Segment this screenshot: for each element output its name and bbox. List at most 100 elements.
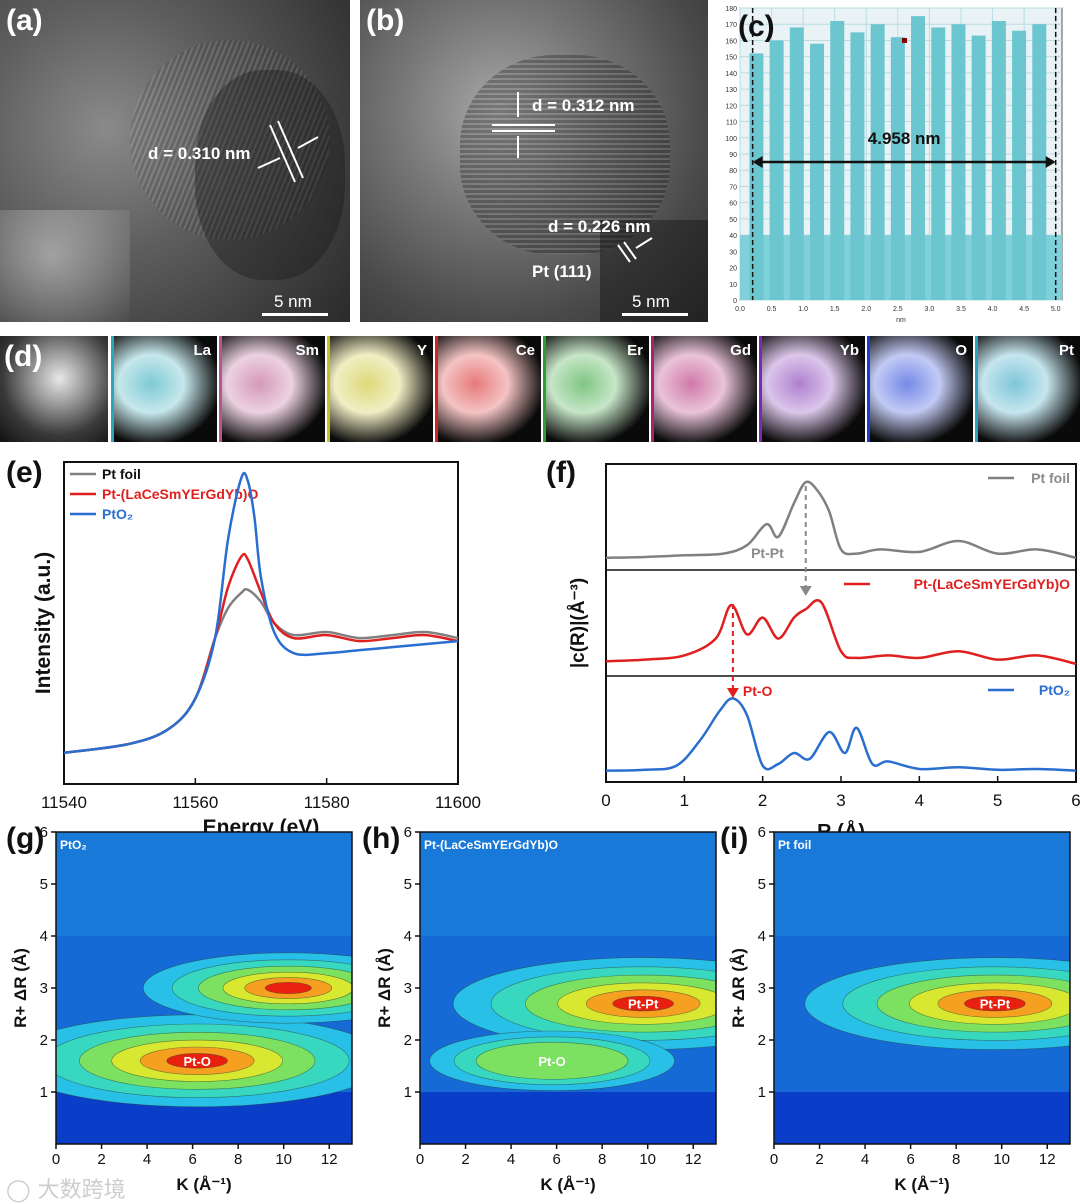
x-tick-label: 3.0 [925,306,935,313]
x-tick-label: 3 [836,791,845,810]
map-element-label: Pt [1059,342,1074,359]
y-tick-label: 50 [729,217,737,224]
map-separator [975,336,978,442]
panel-label: (e) [6,456,43,489]
arrow-head [726,688,739,698]
y-tick-label: 2 [40,1032,48,1049]
plot-frame [605,463,1077,783]
panel-label: (g) [6,822,45,855]
x-tick-label: 4.0 [988,306,998,313]
y-axis-label: R+ ΔR (Å) [375,948,394,1028]
x-tick-label: 0.5 [767,306,777,313]
scale-bar [622,313,688,316]
eds-map-sm: Sm [219,336,325,442]
d-spacing-label: d = 0.310 nm [148,144,251,163]
x-tick-label: 2 [758,791,767,810]
panel-label: (f) [546,456,576,489]
y-tick-label: 80 [729,168,737,175]
y-tick-label: 170 [725,22,737,29]
panel-e-xanes: 11540 11560 11580 11600 Energy (eV) Intensity… [0,452,500,837]
watermark: ◯ 大数跨境 [6,1172,126,1204]
y-tick-label: 5 [758,876,766,893]
y-tick-label: 6 [40,824,48,841]
y-tick-label: 0 [733,298,737,305]
y-tick-label: 3 [40,980,48,997]
x-tick-label: 2 [815,1151,823,1168]
legend-label: Pt foil [102,466,141,482]
eds-map-y: Y [327,336,433,442]
eds-map-pt: Pt [975,336,1080,442]
x-tick-label: 1 [680,791,689,810]
legend-label: Pt-(LaCeSmYErGdYb)O [914,576,1070,592]
distance-label: 4.958 nm [868,129,941,148]
x-tick-label: 10 [275,1151,292,1168]
x-tick-label: 11540 [41,793,87,812]
y-tick-label: 4 [40,928,48,945]
arrow-head-left [752,156,763,168]
map-element-label: Yb [839,342,859,359]
heatmap-band [774,832,1070,936]
bright-region [0,210,130,322]
x-tick-label: 12 [685,1151,702,1168]
y-tick-label: 2 [758,1032,766,1049]
legend-label: PtO₂ [102,506,133,522]
x-tick-label: 6 [552,1151,560,1168]
cursor-marker [902,38,907,43]
y-axis-label: Intensity (a.u.) [32,552,55,694]
x-tick-label: 2.0 [861,306,871,313]
y-tick-label: 140 [725,71,737,78]
inset-label: PtO₂ [60,838,87,852]
heatmap-body [774,832,1070,1144]
y-tick-label: 90 [729,152,737,159]
panel-label: (b) [366,4,405,37]
series-line [63,471,459,755]
panel-g-wavelet: 0 2 4 6 8 10 12 1 2 3 4 5 6 K (Å⁻¹) R+ ΔR (Å) PtO₂ Pt-O … [0,822,360,1204]
map-separator [219,336,222,442]
x-tick-label: 5.0 [1051,306,1061,313]
legend-label: PtO₂ [1039,682,1070,698]
lattice-plane-label: Pt (111) [532,262,592,281]
profile-peak [830,20,845,300]
x-tick-label: 0 [416,1151,424,1168]
heatmap-body [56,832,352,1144]
x-tick-label: 11600 [435,793,481,812]
panel-label: (h) [362,822,401,855]
y-tick-label: 5 [40,876,48,893]
y-tick-label: 30 [729,249,737,256]
y-tick-label: 1 [40,1084,48,1101]
x-tick-label: 0.0 [735,306,745,313]
map-element-label: Sm [295,342,319,359]
x-tick-label: 8 [598,1151,606,1168]
x-tick-label: 0 [52,1151,60,1168]
x-tick-label: 2 [97,1151,105,1168]
profile-peak [810,43,825,300]
x-axis-label: K (Å⁻¹) [176,1175,231,1194]
map-element-label: La [193,342,211,359]
arrow-head [799,586,812,596]
profile-peak [911,16,926,300]
eds-map-la: La [111,336,217,442]
eds-map-o: O [867,336,973,442]
x-tick-label: 0 [770,1151,778,1168]
x-tick-label: 4 [915,791,924,810]
x-tick-label: 0 [601,791,610,810]
panel-i-wavelet: 0 2 4 6 8 10 12 1 2 3 4 5 6 K (Å⁻¹) R+ ΔR (Å) Pt foil Pt… [718,822,1080,1204]
lattice-fringes [130,40,330,240]
panel-d-haadf-image: (d) [0,336,108,442]
d-spacing-label-2: d = 0.226 nm [548,217,651,236]
x-tick-label: 4.5 [1019,306,1029,313]
panel-f-exafs: 0123456R (Å)|c(R)|(Å⁻³)Pt foilPt-(LaCeSm… [540,452,1080,846]
chart-e: 11540 11560 11580 11600 Energy (eV) Intensity… [32,461,481,836]
feature-label: Pt-Pt [628,997,659,1012]
eds-map-yb: Yb [759,336,865,442]
profile-peak [789,27,804,300]
x-tick-label: 4 [143,1151,151,1168]
y-tick-label: 110 [726,120,737,127]
x-tick-label: 5 [993,791,1002,810]
y-tick-label: 3 [404,980,412,997]
x-tick-label: 6 [906,1151,914,1168]
x-tick-label: 11560 [172,793,218,812]
